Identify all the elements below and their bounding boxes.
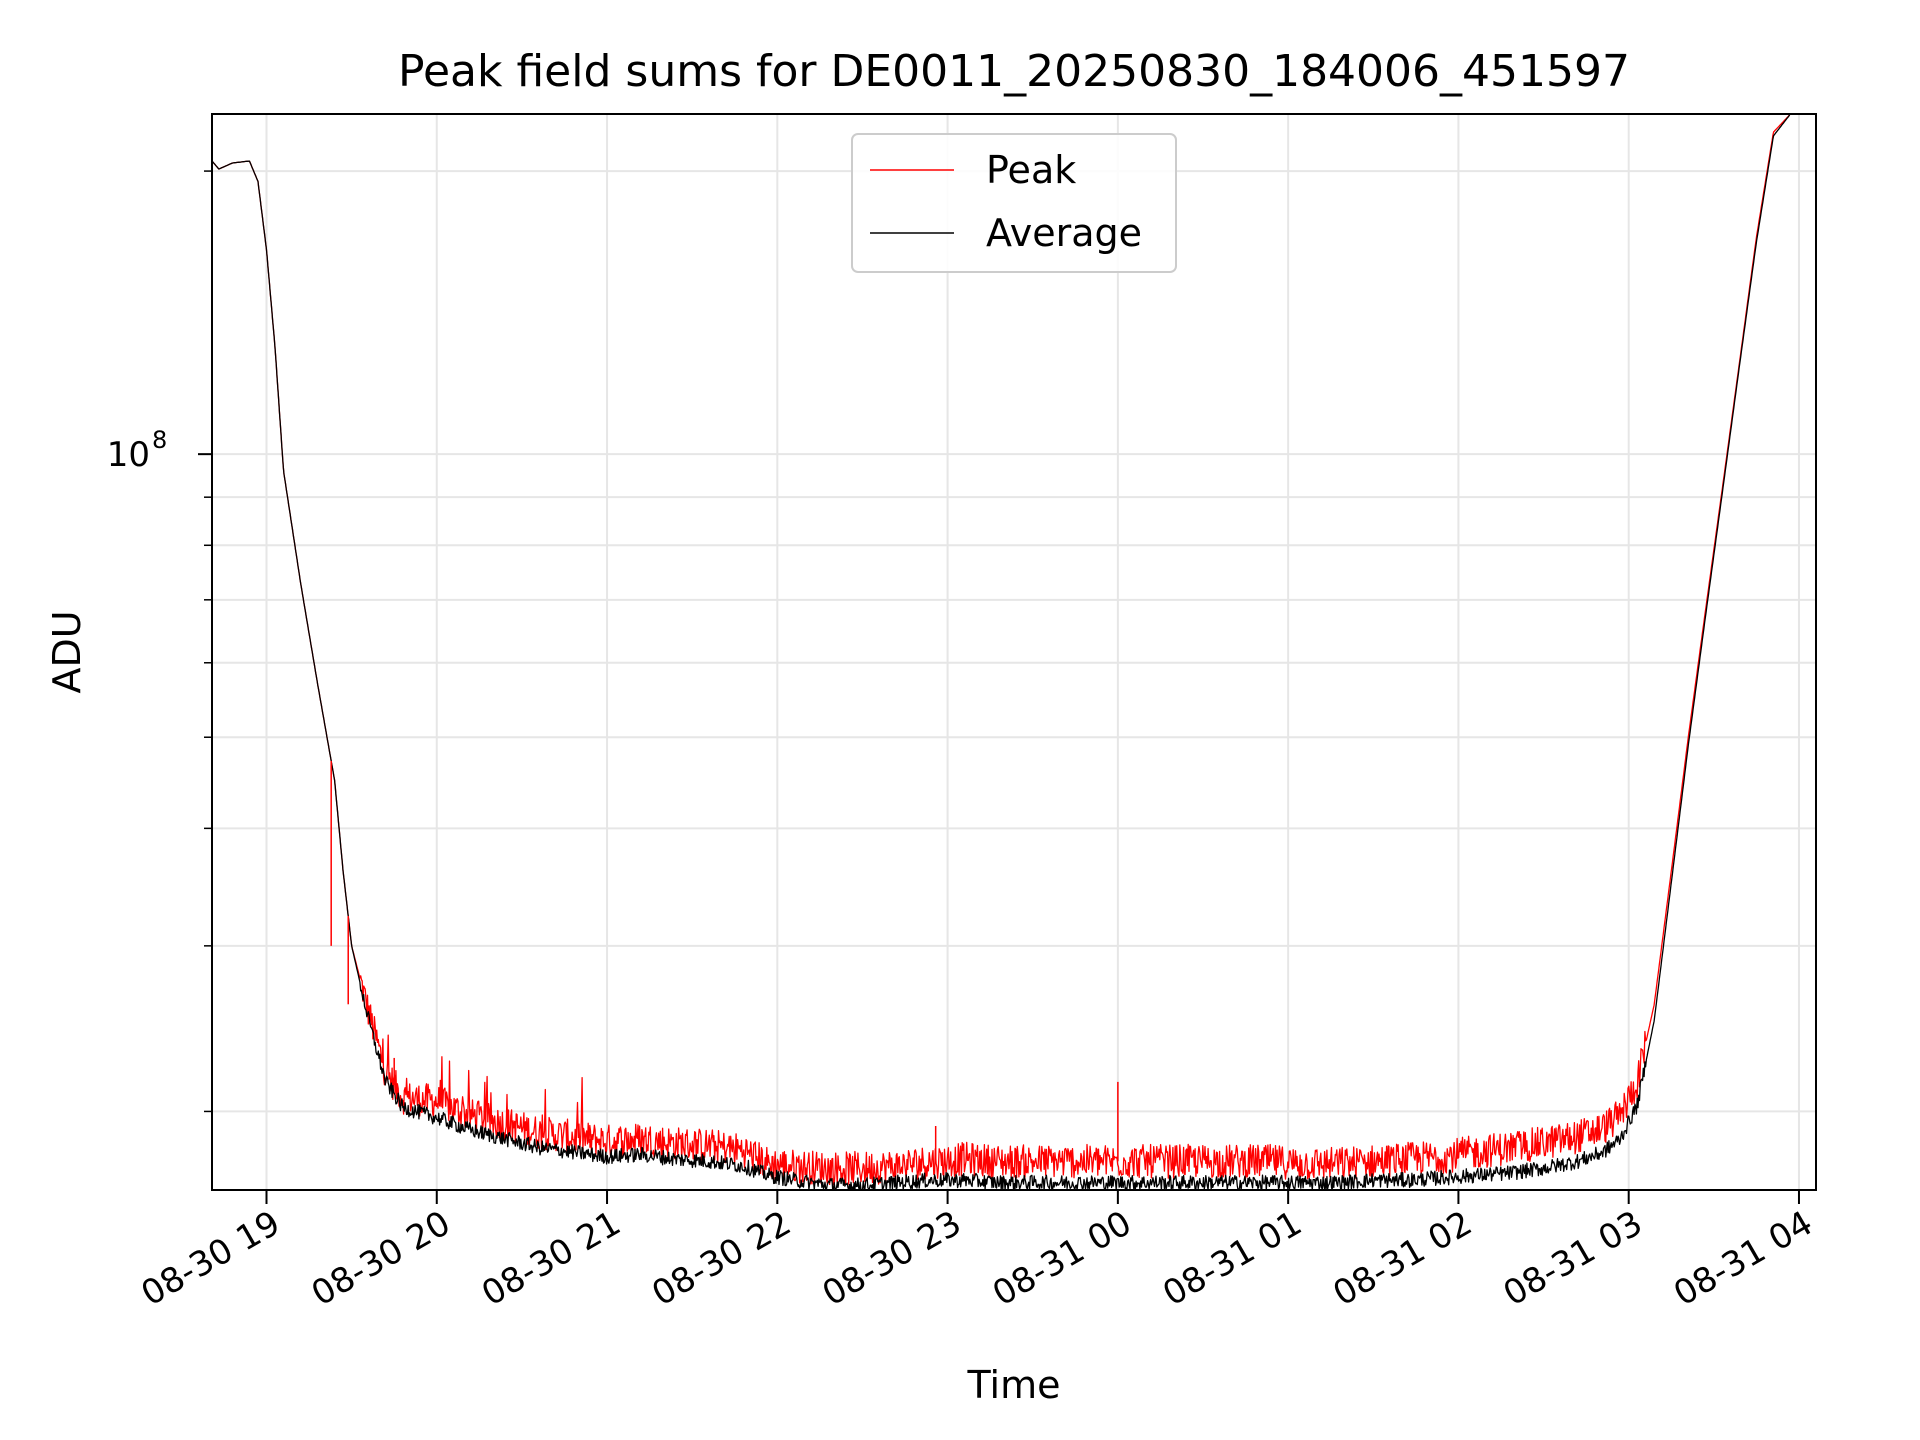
legend-label-peak: Peak xyxy=(986,148,1076,192)
legend: Peak Average xyxy=(851,133,1177,273)
legend-box xyxy=(851,133,1177,273)
grid xyxy=(212,114,1816,1190)
plot-frame xyxy=(211,113,1817,1191)
x-axis-label: Time xyxy=(967,1363,1061,1407)
y-tick-label: 10 xyxy=(107,435,150,475)
y-axis-label: ADU xyxy=(45,610,89,693)
series-line-average xyxy=(211,114,1791,1191)
legend-label-average: Average xyxy=(986,211,1142,255)
series-line-peak xyxy=(211,114,1791,1186)
chart-title: Peak field sums for DE0011_20250830_1840… xyxy=(398,46,1630,97)
y-tick-label-exponent: 8 xyxy=(152,426,167,454)
series-layer xyxy=(211,114,1791,1191)
